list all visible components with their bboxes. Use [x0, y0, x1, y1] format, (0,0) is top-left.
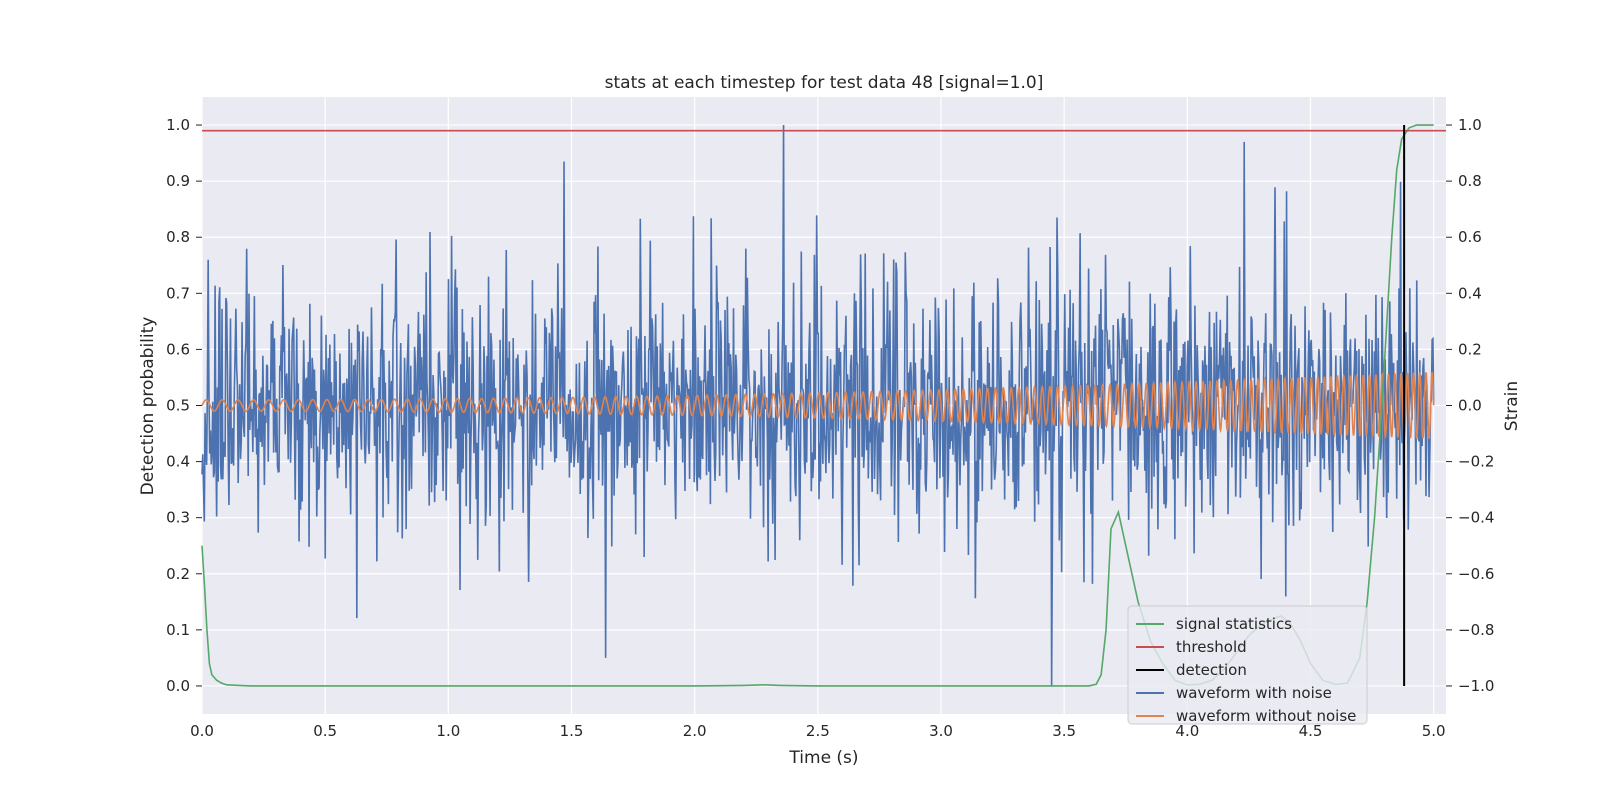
- y-tick-label: 0.2: [166, 565, 190, 583]
- y-right-tick-label: 0.2: [1458, 340, 1482, 358]
- x-tick-label: 5.0: [1422, 722, 1446, 740]
- y-axis-right-label: Strain: [1502, 381, 1522, 431]
- ticks: 0.0 0.5 1.0 1.5 2.0 2.5 3.0 3.5 4.0 4.5 5.0 0.0 0.1 0…: [166, 116, 1494, 740]
- x-tick-label: 1.0: [436, 722, 460, 740]
- legend-label: threshold: [1176, 638, 1247, 656]
- x-tick-label: 4.5: [1299, 722, 1323, 740]
- x-tick-label: 3.0: [929, 722, 953, 740]
- y-tick-label: 0.8: [166, 228, 190, 246]
- y-tick-label: 0.1: [166, 621, 190, 639]
- y-tick-label: 1.0: [166, 116, 190, 134]
- y-right-tick-label: 1.0: [1458, 116, 1482, 134]
- x-tick-label: 2.5: [806, 722, 830, 740]
- y-right-tick-label: −0.4: [1458, 509, 1494, 527]
- y-right-tick-label: −1.0: [1458, 677, 1494, 695]
- y-tick-label: 0.4: [166, 453, 190, 471]
- y-axis-label: Detection probability: [138, 317, 158, 496]
- x-axis-label: Time (s): [788, 748, 858, 768]
- x-tick-label: 0.0: [190, 722, 214, 740]
- series-waveform-without-noise: [201, 371, 1435, 440]
- y-right-tick-label: −0.2: [1458, 453, 1494, 471]
- chart-title: stats at each timestep for test data 48 …: [605, 73, 1044, 93]
- y-right-tick-label: 0.4: [1458, 284, 1482, 302]
- legend-label: signal statistics: [1176, 615, 1292, 633]
- y-right-tick-label: 0.0: [1458, 397, 1482, 415]
- y-right-tick-label: −0.8: [1458, 621, 1494, 639]
- y-tick-label: 0.0: [166, 677, 190, 695]
- y-tick-label: 0.7: [166, 284, 190, 302]
- x-tick-label: 0.5: [313, 722, 337, 740]
- y-right-tick-label: 0.8: [1458, 172, 1482, 190]
- legend-label: detection: [1176, 661, 1247, 679]
- legend-label: waveform without noise: [1176, 707, 1356, 725]
- y-right-tick-label: −0.6: [1458, 565, 1494, 583]
- legend: signal statistics threshold detection wavef…: [1127, 605, 1368, 725]
- x-tick-label: 2.0: [683, 722, 707, 740]
- y-tick-label: 0.5: [166, 397, 190, 415]
- x-tick-label: 3.5: [1052, 722, 1076, 740]
- legend-label: waveform with noise: [1176, 684, 1332, 702]
- y-right-tick-label: 0.6: [1458, 228, 1482, 246]
- y-tick-label: 0.6: [166, 340, 190, 358]
- x-tick-label: 4.0: [1175, 722, 1199, 740]
- y-tick-label: 0.9: [166, 172, 190, 190]
- y-tick-label: 0.3: [166, 509, 190, 527]
- x-tick-label: 1.5: [560, 722, 584, 740]
- legend-box: [1127, 605, 1368, 725]
- series-waveform-with-noise: [201, 125, 1435, 686]
